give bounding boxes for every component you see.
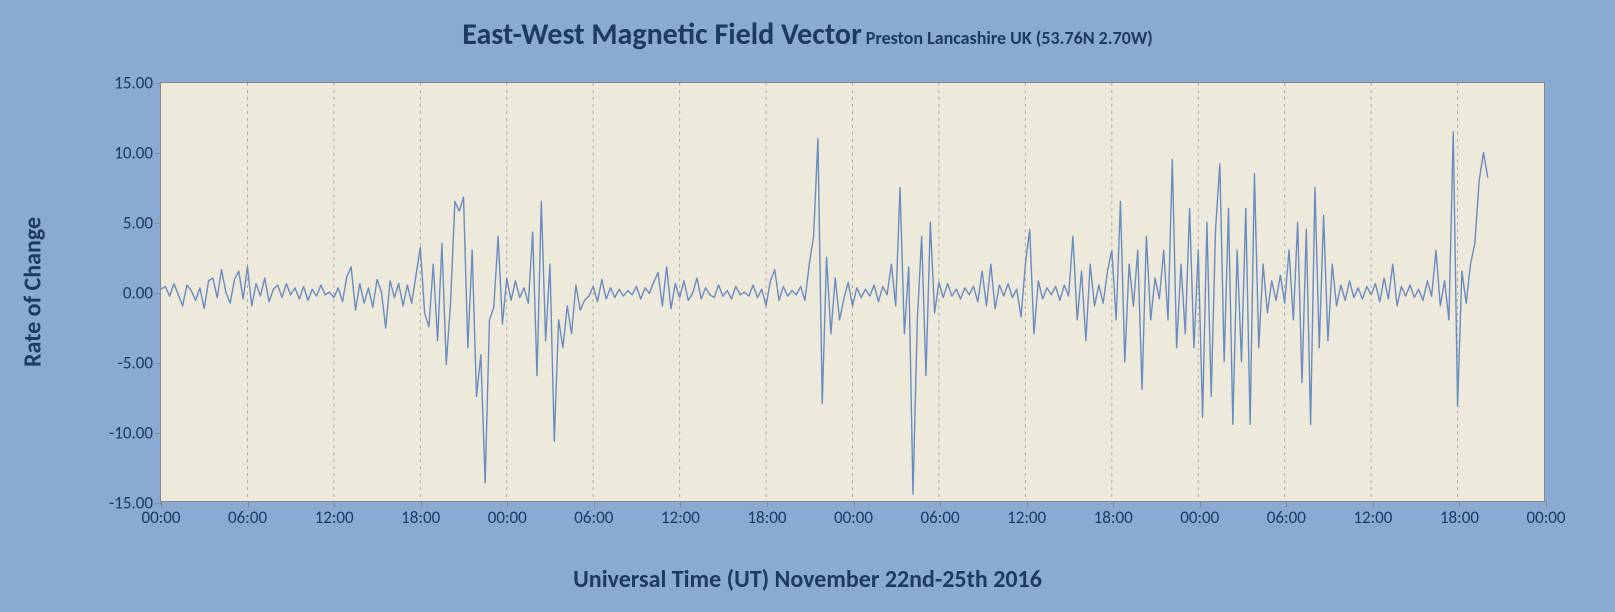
line-series [161, 83, 1544, 501]
data-line [161, 132, 1488, 494]
chart-container: East-West Magnetic Field Vector Preston … [0, 0, 1615, 612]
y-tick-label: 15.00 [114, 73, 161, 94]
plot-area: -15.00-10.00-5.000.005.0010.0015.0000:00… [160, 82, 1545, 502]
y-tick-label: 10.00 [114, 143, 161, 164]
y-tick-label: -10.00 [109, 423, 161, 444]
x-axis-label: Universal Time (UT) November 22nd-25th 2… [0, 565, 1615, 594]
title-sub: Preston Lancashire UK (53.76N 2.70W) [862, 27, 1153, 49]
y-axis-label: Rate of Change [19, 217, 48, 367]
title-main: East-West Magnetic Field Vector [462, 16, 862, 53]
chart-title: East-West Magnetic Field Vector Preston … [0, 16, 1615, 53]
